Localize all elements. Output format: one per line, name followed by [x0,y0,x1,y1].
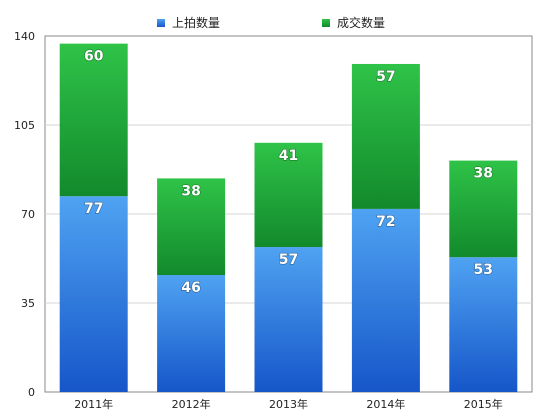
x-tick-label: 2011年 [74,397,113,411]
data-label-series-2: 57 [376,69,395,85]
data-label-series-1: 72 [376,214,395,230]
x-tick-label: 2015年 [464,397,503,411]
data-label-series-2: 38 [474,166,493,182]
data-label-series-2: 41 [279,148,298,164]
bar-series-2 [254,142,323,248]
y-tick-label: 70 [21,208,35,221]
x-axis-ticks: 2011年 2012年 2013年 2014年 2015年 [74,397,503,411]
legend-swatch-series-2 [322,19,330,27]
y-tick-label: 105 [14,119,35,132]
x-tick-label: 2012年 [172,397,211,411]
bar-series-1 [59,196,128,392]
bars [59,43,518,392]
data-label-series-1: 46 [181,280,200,296]
legend-label-series-2: 成交数量 [337,15,385,30]
y-tick-label: 0 [28,386,35,399]
legend-label-series-1: 上拍数量 [172,15,220,30]
y-axis-ticks: 0 35 70 105 140 [14,30,35,399]
bar-series-1 [157,275,226,392]
data-label-series-2: 38 [181,183,200,199]
bar-series-2 [59,43,128,197]
legend: 上拍数量 成交数量 [157,15,385,30]
bar-series-1 [449,257,518,392]
y-tick-label: 35 [21,297,35,310]
data-label-series-1: 77 [84,201,103,217]
data-label-series-2: 60 [84,49,104,65]
data-label-series-1: 53 [474,262,493,278]
y-tick-label: 140 [14,30,35,43]
x-tick-label: 2013年 [269,397,308,411]
bar-series-2 [351,63,420,209]
bar-series-2 [449,160,518,258]
data-labels: 77 60 46 38 57 41 72 57 53 38 [83,48,493,297]
bar-series-2 [157,178,226,276]
x-tick-label: 2014年 [366,397,405,411]
legend-swatch-series-1 [157,19,165,27]
bar-series-1 [254,247,323,392]
data-label-series-1: 57 [279,252,298,268]
bar-series-1 [351,208,420,392]
